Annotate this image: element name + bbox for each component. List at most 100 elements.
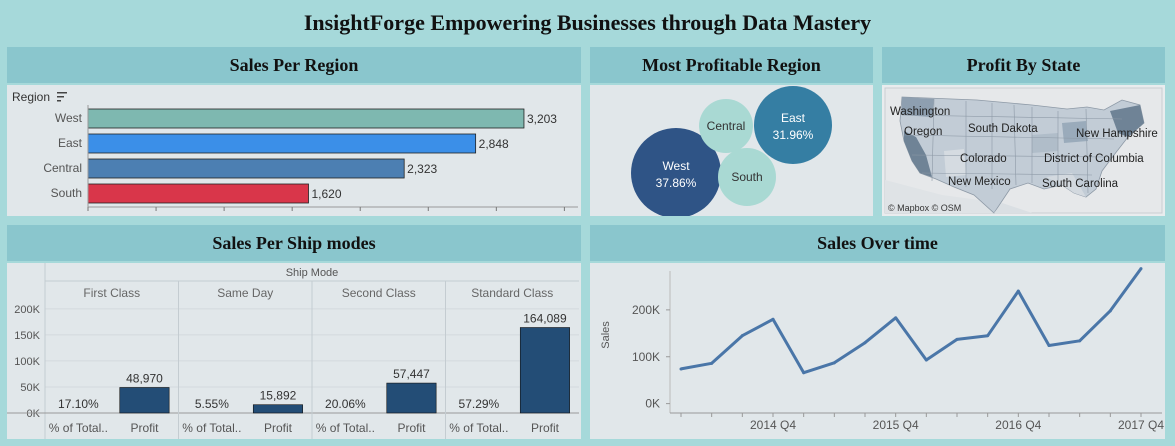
ship-subcol-profit: Profit bbox=[531, 421, 560, 435]
region-bar-central[interactable] bbox=[87, 158, 405, 179]
ship-mode-second-class: Second Class bbox=[342, 286, 416, 300]
bubble-east[interactable] bbox=[754, 86, 832, 164]
sales-point[interactable] bbox=[740, 334, 744, 338]
dashboard-title: InsightForge Empowering Businesses throu… bbox=[303, 10, 872, 35]
region-bar-west[interactable] bbox=[87, 108, 525, 129]
map-label-district-of-columbia: District of Columbia bbox=[1044, 153, 1144, 165]
ship-percent-first-class: 17.10% bbox=[58, 397, 99, 411]
time-y-tick: 200K bbox=[632, 303, 660, 317]
sales-point[interactable] bbox=[1047, 344, 1051, 347]
sales-point[interactable] bbox=[832, 361, 836, 365]
sales-point[interactable] bbox=[924, 358, 928, 362]
sort-icon[interactable] bbox=[57, 92, 67, 102]
sales-over-time-panel: Sales 200K 100K 0K 2014 Q4 2015 Q4 2016 Q4 2017… bbox=[590, 263, 1165, 439]
sales-per-region-chart: Region West 3,203 East 2,848 Central 2,323 Sou… bbox=[12, 90, 578, 211]
time-x-tick: 2014 Q4 bbox=[750, 418, 796, 432]
bubble-label-central: Central bbox=[707, 119, 746, 133]
ship-mode-group-label: Ship Mode bbox=[286, 267, 339, 279]
bubble-label-west: West bbox=[662, 159, 690, 173]
map-label-washington: Washington bbox=[890, 106, 950, 118]
sales-per-region-header: Sales Per Region bbox=[7, 47, 581, 83]
time-y-tick: 0K bbox=[645, 397, 660, 411]
map-attribution[interactable]: © Mapbox © OSM bbox=[888, 203, 961, 213]
ship-subcol-percent: % of Total.. bbox=[316, 421, 375, 435]
sales-point[interactable] bbox=[894, 316, 898, 320]
most-profitable-region-chart: West 37.86% East 31.96% Central South bbox=[631, 86, 832, 216]
ship-y-tick: 200K bbox=[14, 304, 40, 316]
sales-point[interactable] bbox=[1016, 289, 1020, 293]
bubble-west[interactable] bbox=[631, 128, 721, 216]
most-profitable-region-panel: West 37.86% East 31.96% Central South bbox=[590, 85, 873, 216]
ship-profit-bar-standard-class[interactable] bbox=[519, 327, 570, 414]
time-x-tick: 2017 Q4 bbox=[1118, 418, 1164, 432]
sales-per-ship-modes-chart: Ship Mode 200K 150K 100K 50K 0K First Class 17.… bbox=[7, 263, 579, 439]
profit-by-state-header: Profit By State bbox=[882, 47, 1165, 83]
time-x-tick: 2015 Q4 bbox=[873, 418, 919, 432]
map-label-new-mexico: New Mexico bbox=[948, 176, 1011, 188]
region-value-south: 1,620 bbox=[312, 187, 342, 201]
sales-point[interactable] bbox=[771, 317, 775, 321]
sales-point[interactable] bbox=[955, 337, 959, 341]
sales-over-time-chart: Sales 200K 100K 0K 2014 Q4 2015 Q4 2016 Q4 2017… bbox=[600, 267, 1164, 432]
sales-point[interactable] bbox=[986, 334, 990, 338]
profit-by-state-panel: Washington Oregon South Dakota New Hampshir… bbox=[882, 85, 1165, 216]
ship-profit-bar-same-day[interactable] bbox=[252, 404, 303, 414]
ship-profit-value-second-class: 57,447 bbox=[393, 367, 430, 381]
ship-y-tick: 0K bbox=[27, 408, 41, 420]
ship-subcol-profit: Profit bbox=[130, 421, 159, 435]
time-y-label: Sales bbox=[600, 321, 612, 349]
map-label-south-carolina: South Carolina bbox=[1042, 178, 1119, 190]
ship-percent-second-class: 20.06% bbox=[325, 397, 366, 411]
ship-y-tick: 50K bbox=[20, 382, 40, 394]
ship-subcol-profit: Profit bbox=[397, 421, 426, 435]
sales-point[interactable] bbox=[863, 341, 867, 345]
bubble-value-west: 37.86% bbox=[656, 176, 697, 190]
ship-subcol-percent: % of Total.. bbox=[449, 421, 508, 435]
sales-line[interactable] bbox=[680, 267, 1143, 375]
sales-per-region-panel: Region West 3,203 East 2,848 Central 2,323 Sou… bbox=[7, 85, 581, 216]
region-bar-east[interactable] bbox=[87, 133, 477, 154]
time-x-tick: 2016 Q4 bbox=[995, 418, 1041, 432]
bubble-value-east: 31.96% bbox=[773, 128, 814, 142]
ship-subcol-profit: Profit bbox=[264, 421, 293, 435]
bubble-label-east: East bbox=[781, 111, 806, 125]
bubble-south[interactable] bbox=[718, 148, 776, 206]
sales-point[interactable] bbox=[1108, 309, 1112, 313]
sales-point[interactable] bbox=[679, 367, 683, 371]
sales-per-ship-modes-panel: Ship Mode 200K 150K 100K 50K 0K First Class 17.… bbox=[7, 263, 581, 439]
map-label-oregon: Oregon bbox=[904, 126, 942, 138]
region-value-east: 2,848 bbox=[479, 137, 509, 151]
region-field-label: Region bbox=[12, 90, 50, 104]
region-label-west: West bbox=[55, 111, 83, 125]
ship-y-tick: 100K bbox=[14, 356, 40, 368]
map-label-new-hampshire: New Hampshire bbox=[1076, 128, 1158, 140]
ship-profit-bar-second-class[interactable] bbox=[386, 382, 437, 414]
ship-mode-standard-class: Standard Class bbox=[471, 286, 553, 300]
region-label-central: Central bbox=[43, 161, 82, 175]
region-value-central: 2,323 bbox=[407, 162, 437, 176]
profit-by-state-map[interactable]: Washington Oregon South Dakota New Hampshir… bbox=[882, 85, 1165, 216]
ship-percent-same-day: 5.55% bbox=[195, 397, 229, 411]
ship-subcol-percent: % of Total.. bbox=[49, 421, 108, 435]
sales-point[interactable] bbox=[802, 371, 806, 375]
ship-profit-bar-first-class[interactable] bbox=[119, 387, 170, 414]
ship-mode-first-class: First Class bbox=[83, 286, 140, 300]
ship-percent-standard-class: 57.29% bbox=[459, 397, 500, 411]
ship-profit-value-standard-class: 164,089 bbox=[523, 312, 567, 326]
region-bar-south[interactable] bbox=[87, 183, 309, 204]
sales-point[interactable] bbox=[1139, 267, 1143, 271]
ship-subcol-percent: % of Total.. bbox=[182, 421, 241, 435]
region-value-west: 3,203 bbox=[527, 112, 557, 126]
time-y-tick: 100K bbox=[632, 350, 660, 364]
ship-y-tick: 150K bbox=[14, 330, 40, 342]
region-label-east: East bbox=[58, 136, 83, 150]
ship-profit-value-first-class: 48,970 bbox=[126, 371, 163, 385]
map-label-colorado: Colorado bbox=[960, 153, 1007, 165]
ship-mode-same-day: Same Day bbox=[217, 286, 273, 300]
sales-point[interactable] bbox=[710, 361, 714, 365]
bubble-label-south: South bbox=[731, 170, 762, 184]
map-label-south-dakota: South Dakota bbox=[968, 123, 1038, 135]
most-profitable-region-header: Most Profitable Region bbox=[590, 47, 873, 83]
sales-point[interactable] bbox=[1078, 339, 1082, 343]
bubble-central[interactable] bbox=[699, 99, 753, 153]
